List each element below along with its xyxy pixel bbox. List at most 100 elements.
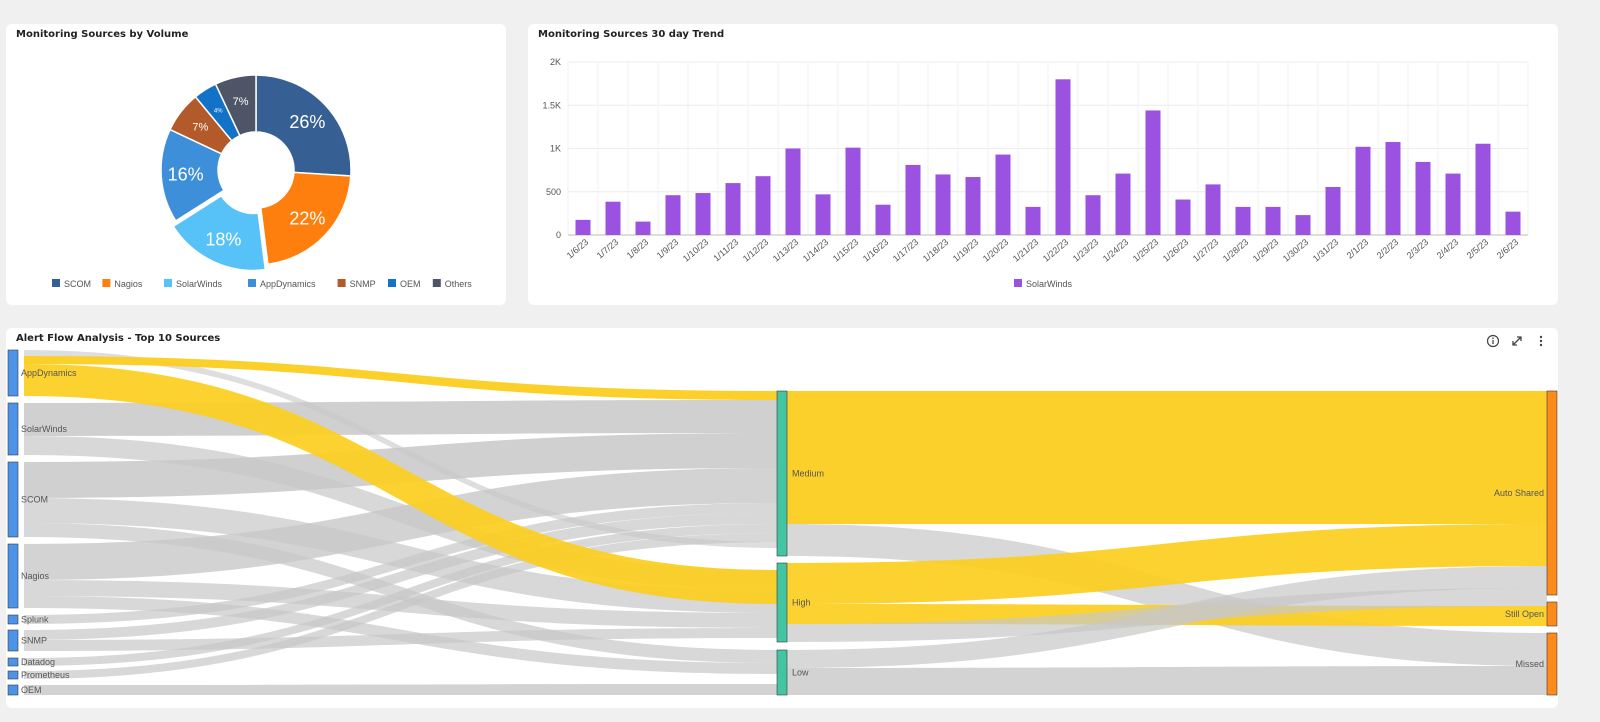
- source-node-nagios[interactable]: [7, 543, 19, 609]
- bar[interactable]: [905, 164, 921, 235]
- sankey-node-label: SNMP: [21, 636, 47, 646]
- outcome-node-auto-shared[interactable]: [1546, 390, 1558, 596]
- x-tick-label: 1/16/23: [861, 237, 890, 264]
- priority-node-high[interactable]: [776, 562, 788, 643]
- bar[interactable]: [1235, 206, 1251, 235]
- flow-link[interactable]: [24, 503, 777, 624]
- flow-link[interactable]: [24, 684, 777, 695]
- sankey-node-label: Prometheus: [21, 670, 70, 680]
- bar[interactable]: [1145, 110, 1161, 235]
- bar[interactable]: [875, 204, 891, 235]
- x-tick-label: 1/11/23: [711, 237, 740, 264]
- bar[interactable]: [845, 147, 861, 235]
- flow-link-highlight[interactable]: [787, 524, 1547, 604]
- donut-slice-label: 7%: [233, 96, 249, 108]
- flow-link-highlight[interactable]: [24, 356, 777, 400]
- legend-item-nagios[interactable]: Nagios: [102, 279, 143, 289]
- bar[interactable]: [1055, 79, 1071, 235]
- more-options-icon[interactable]: [1534, 334, 1548, 348]
- priority-node-medium[interactable]: [776, 390, 788, 557]
- legend-item-solarwinds[interactable]: SolarWinds: [164, 279, 223, 289]
- bar[interactable]: [1175, 199, 1191, 235]
- donut-slice-scom[interactable]: [255, 74, 352, 177]
- donut-slice-nagios[interactable]: [259, 171, 352, 266]
- bar[interactable]: [1295, 215, 1311, 235]
- sankey-node-label: AppDynamics: [21, 368, 77, 378]
- flow-link[interactable]: [24, 513, 777, 640]
- x-tick-label: 1/20/23: [981, 237, 1010, 264]
- source-node-snmp[interactable]: [7, 629, 19, 652]
- x-tick-label: 1/25/23: [1131, 237, 1160, 264]
- legend-item-solarwinds[interactable]: SolarWinds: [1014, 279, 1073, 289]
- outcome-node-missed[interactable]: [1546, 632, 1558, 696]
- flow-link[interactable]: [24, 524, 777, 666]
- bar[interactable]: [755, 176, 771, 235]
- donut-slice-solarwinds[interactable]: [172, 194, 267, 272]
- flow-link[interactable]: [24, 498, 777, 613]
- bar[interactable]: [575, 219, 591, 235]
- bar[interactable]: [1505, 211, 1521, 235]
- bar[interactable]: [1415, 161, 1431, 235]
- bar[interactable]: [725, 183, 741, 235]
- bar[interactable]: [1475, 143, 1491, 235]
- bar[interactable]: [1355, 146, 1371, 235]
- bar[interactable]: [815, 194, 831, 235]
- bar[interactable]: [1085, 195, 1101, 235]
- source-node-datadog[interactable]: [7, 657, 19, 667]
- legend-item-oem[interactable]: OEM: [388, 279, 421, 289]
- source-node-scom[interactable]: [7, 461, 19, 538]
- bar[interactable]: [1025, 206, 1041, 235]
- flow-link[interactable]: [24, 350, 777, 548]
- flow-link[interactable]: [24, 468, 777, 580]
- bar[interactable]: [1325, 186, 1341, 235]
- x-tick-label: 1/8/23: [625, 237, 651, 261]
- trend-card: Monitoring Sources 30 day Trend 0 500 1K 1.…: [528, 24, 1558, 305]
- legend-item-snmp[interactable]: SNMP: [337, 279, 376, 289]
- flow-link[interactable]: [787, 566, 1547, 668]
- priority-node-low[interactable]: [776, 649, 788, 696]
- x-tick-label: 2/2/23: [1375, 237, 1401, 261]
- legend-item-scom[interactable]: SCOM: [52, 279, 91, 289]
- info-icon[interactable]: [1486, 334, 1500, 348]
- bar[interactable]: [935, 174, 951, 235]
- flow-link-highlight[interactable]: [787, 391, 1547, 524]
- sankey-node-label: Nagios: [21, 571, 50, 581]
- source-node-oem[interactable]: [7, 684, 19, 696]
- bar[interactable]: [995, 154, 1011, 235]
- bar[interactable]: [635, 221, 651, 235]
- bar[interactable]: [1265, 206, 1281, 235]
- flow-link-highlight[interactable]: [24, 364, 777, 604]
- bar[interactable]: [695, 193, 711, 235]
- legend-item-appdynamics[interactable]: AppDynamics: [248, 279, 316, 289]
- donut-slice-label: 4%: [214, 109, 223, 115]
- flow-link[interactable]: [24, 533, 777, 679]
- svg-text:SNMP: SNMP: [350, 279, 376, 289]
- source-node-appdynamics[interactable]: [7, 349, 19, 397]
- donut-slice-others[interactable]: [214, 74, 257, 137]
- bar[interactable]: [665, 195, 681, 235]
- x-tick-label: 2/3/23: [1405, 237, 1431, 261]
- flow-link[interactable]: [787, 666, 1547, 695]
- sankey-node-label: Splunk: [21, 615, 49, 625]
- x-tick-label: 1/17/23: [891, 237, 920, 264]
- bar[interactable]: [605, 201, 621, 235]
- flow-link[interactable]: [24, 433, 777, 498]
- source-node-prometheus[interactable]: [7, 670, 19, 680]
- expand-icon[interactable]: [1510, 334, 1524, 348]
- outcome-node-still-open[interactable]: [1546, 601, 1558, 627]
- sankey-node-label: High: [792, 598, 811, 608]
- source-node-solarwinds[interactable]: [7, 402, 19, 456]
- x-tick-label: 2/4/23: [1435, 237, 1461, 261]
- source-node-splunk[interactable]: [7, 614, 19, 625]
- bar[interactable]: [785, 148, 801, 236]
- x-tick-label: 1/19/23: [951, 237, 980, 264]
- x-tick-label: 1/15/23: [831, 237, 860, 264]
- flow-link[interactable]: [24, 400, 777, 436]
- bar[interactable]: [1205, 184, 1221, 235]
- bar[interactable]: [1115, 173, 1131, 235]
- bar[interactable]: [1445, 173, 1461, 235]
- legend-item-others[interactable]: Others: [432, 279, 473, 289]
- bar[interactable]: [1385, 142, 1401, 235]
- x-tick-label: 2/1/23: [1345, 237, 1371, 261]
- bar[interactable]: [965, 177, 981, 235]
